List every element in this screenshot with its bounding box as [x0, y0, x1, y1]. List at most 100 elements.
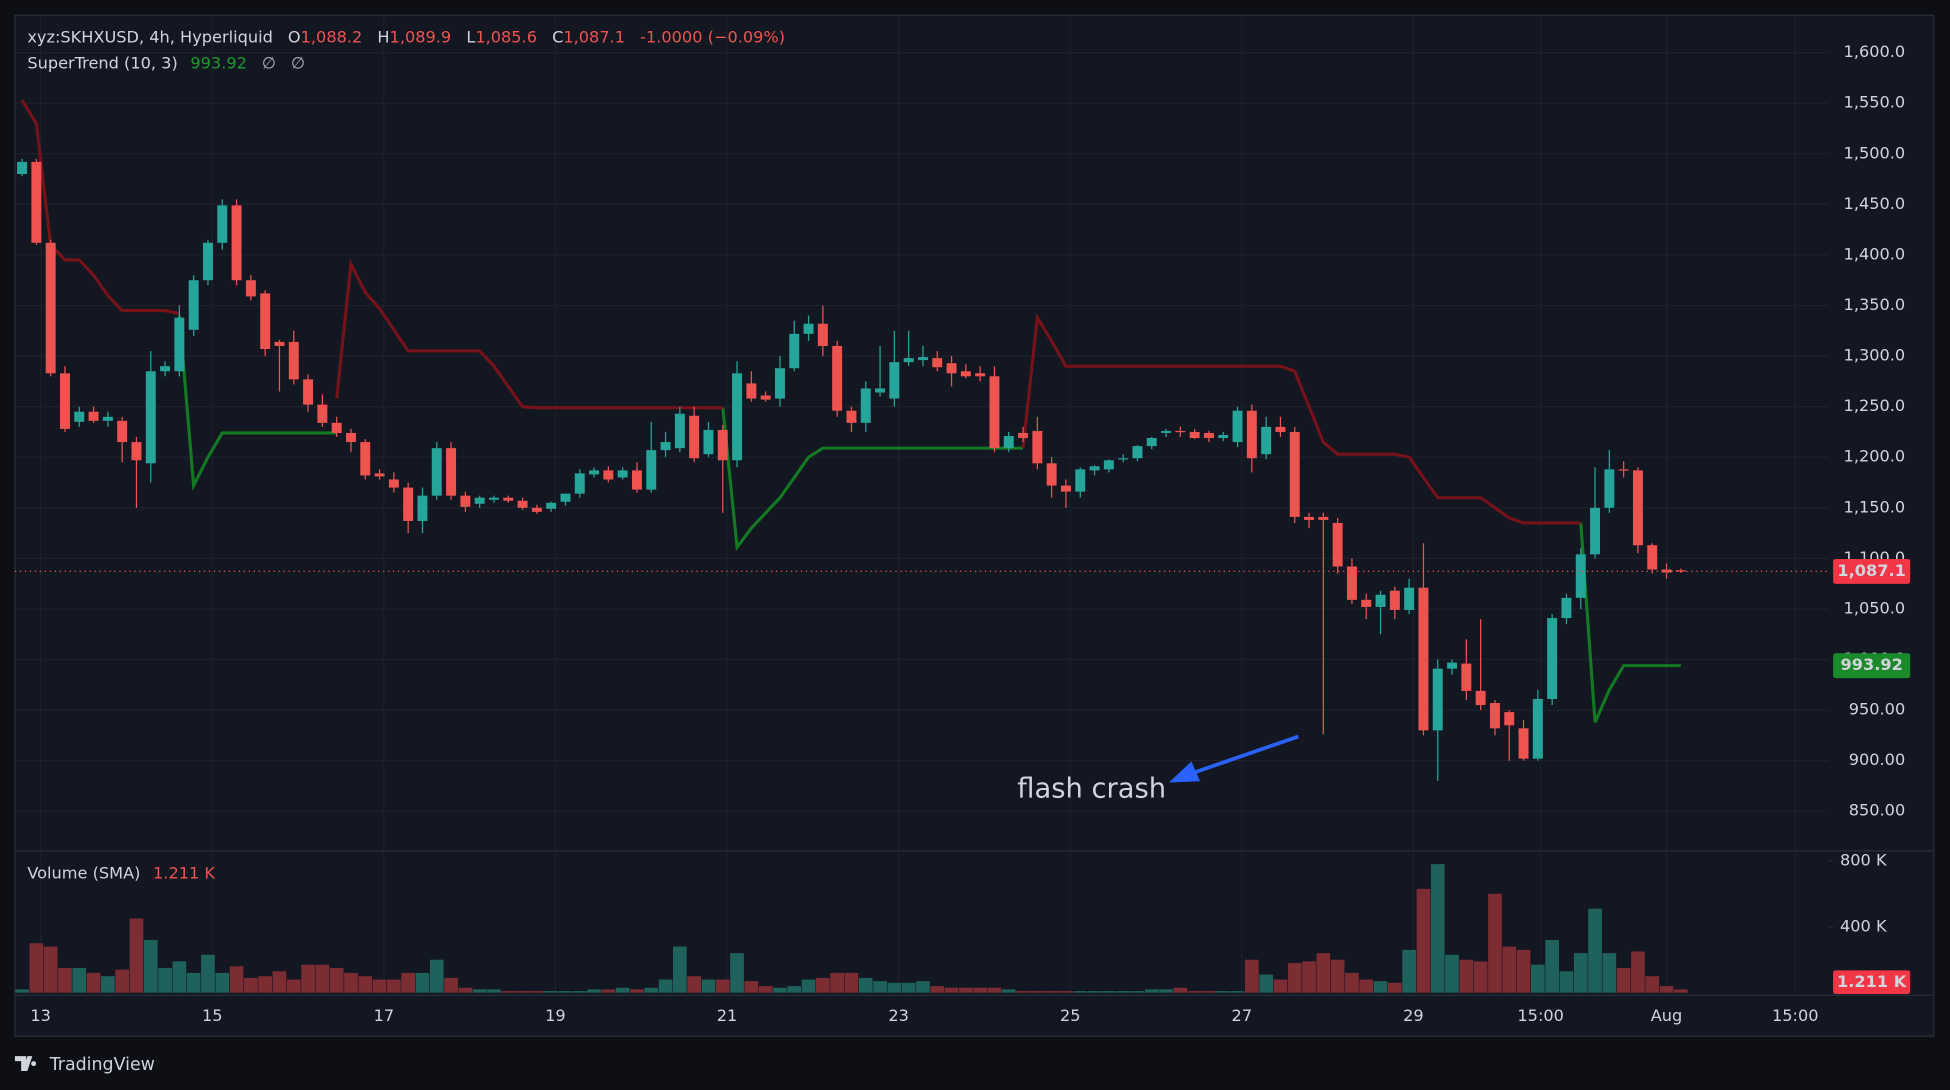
volume-bar	[887, 982, 902, 993]
volume-bar	[1345, 972, 1359, 993]
y-tick-label: 1,050.0	[1844, 598, 1906, 617]
candle-body	[431, 448, 442, 496]
candle-body	[960, 371, 971, 377]
candle-body	[1432, 668, 1443, 731]
volume-bar	[1445, 954, 1459, 993]
volume-bar	[301, 964, 315, 993]
candle-body	[1018, 432, 1029, 439]
volume-bar	[472, 989, 487, 993]
volume-bar	[572, 991, 587, 993]
brand: TradingView	[14, 1055, 155, 1075]
candle-body	[374, 473, 385, 477]
volume-bar	[701, 979, 716, 993]
volume-sma-tag-label: 1.211 K	[1837, 972, 1908, 991]
candle-body	[1561, 597, 1572, 619]
candle-body	[317, 404, 328, 423]
volume-pane	[15, 864, 1688, 993]
volume-bar	[858, 977, 873, 993]
volume-bar	[1073, 991, 1088, 993]
volume-bar	[1459, 959, 1474, 993]
volume-bar	[687, 976, 701, 993]
candle-body	[817, 323, 828, 346]
volume-bar	[873, 981, 887, 993]
volume-bar	[1616, 967, 1631, 993]
volume-bar	[1373, 981, 1388, 993]
candle-body	[646, 450, 657, 490]
candle-body	[1032, 430, 1043, 464]
candle-body	[231, 205, 242, 281]
candle-body	[1489, 703, 1500, 729]
candle-body	[1647, 545, 1658, 570]
volume-bar	[1402, 949, 1416, 993]
volume-bar	[730, 953, 744, 993]
volume-bar	[1430, 864, 1445, 993]
ohlc-value: 1,088.2	[301, 27, 363, 46]
volume-bar	[1330, 959, 1345, 993]
volume-bar	[501, 991, 516, 993]
supertrend-up	[177, 315, 1681, 723]
candle-body	[1518, 728, 1529, 759]
candle-body	[1475, 690, 1486, 706]
volume-bar	[615, 987, 630, 993]
candle-body	[260, 293, 271, 350]
volume-bar	[1645, 976, 1660, 993]
candle-body	[1203, 432, 1214, 439]
candle-body	[45, 242, 56, 374]
volume-bar	[1273, 979, 1288, 993]
volume-bar	[1144, 989, 1159, 993]
volume-bar	[129, 918, 144, 993]
annotation: flash crash	[1017, 773, 1166, 804]
ohlc-key: L	[466, 27, 475, 46]
candle-body	[417, 495, 428, 521]
candle-body	[331, 422, 342, 433]
volume-bar	[1259, 974, 1273, 993]
volume-legend: Volume (SMA) 1.211 K	[27, 863, 215, 882]
candle-body	[1304, 516, 1315, 520]
supertrend-tag-label: 993.92	[1840, 655, 1902, 674]
volume-bar	[387, 979, 401, 993]
last-price-tag	[1833, 558, 1911, 584]
x-tick-label: 27	[1232, 1006, 1253, 1025]
y-tick-label: 1,250.0	[1844, 396, 1906, 415]
candle-body	[131, 442, 142, 461]
volume-bar	[1202, 991, 1216, 993]
volume-bar	[1602, 953, 1617, 993]
candles	[17, 158, 1686, 781]
candle-body	[774, 368, 785, 399]
candle-body	[1146, 438, 1157, 447]
volume-bar	[1559, 971, 1574, 993]
indicator-value: 993.92	[190, 53, 247, 72]
volume-bar	[458, 987, 473, 993]
volume-bar	[587, 989, 601, 993]
candle-body	[946, 363, 957, 374]
volume-bar	[1488, 893, 1502, 993]
candle-body	[345, 432, 356, 443]
brand-logo	[14, 1056, 37, 1072]
candle-body	[1675, 570, 1686, 572]
volume-bar	[1502, 946, 1517, 993]
volume-bar	[244, 977, 258, 993]
candle-body	[846, 410, 857, 423]
candle-body	[74, 411, 85, 422]
volume-bar	[1287, 963, 1302, 993]
candle-body	[1461, 663, 1472, 691]
volume-bar	[43, 946, 58, 993]
candle-body	[1632, 470, 1643, 546]
volume-bar	[272, 971, 287, 993]
ohlc-key: H	[377, 27, 389, 46]
chart-panel	[14, 14, 1935, 1037]
volume-bar	[830, 972, 844, 993]
y-tick-label: 950.00	[1849, 700, 1906, 719]
volume-bar	[787, 986, 802, 993]
supertrend-legend: SuperTrend (10, 3) 993.92 ∅ ∅	[27, 53, 305, 72]
supertrend	[20, 99, 1681, 723]
volume-bar	[1545, 939, 1559, 993]
volume-bar	[844, 972, 859, 993]
volume-bar	[401, 972, 416, 993]
candle-body	[245, 280, 256, 297]
volume-bar	[1187, 991, 1202, 993]
candle-body	[1289, 431, 1300, 517]
volume-bar	[487, 989, 501, 993]
x-tick-label: 29	[1403, 1006, 1424, 1025]
